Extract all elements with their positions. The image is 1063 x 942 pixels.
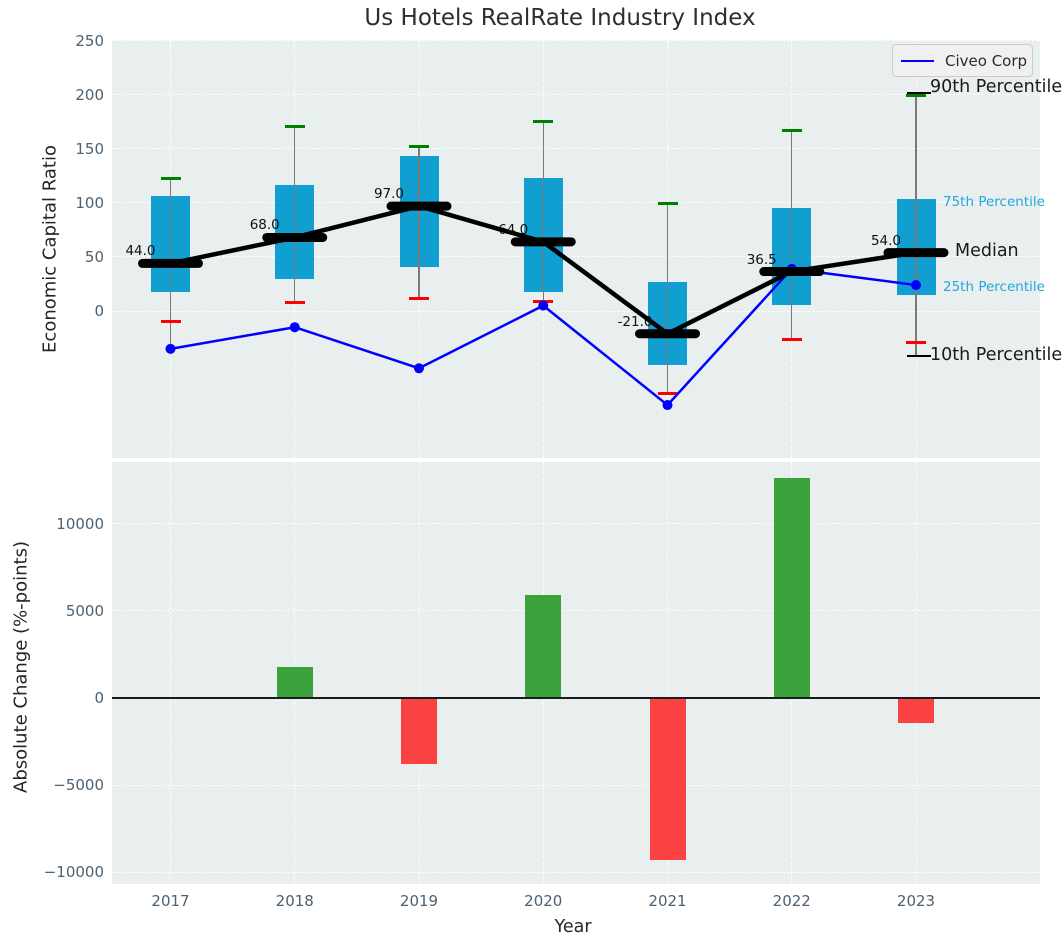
gridline-vertical — [667, 462, 668, 884]
gridline-horizontal — [112, 784, 1040, 786]
annotation-leader-line-10 — [907, 355, 931, 357]
boxplot-whisker — [915, 95, 917, 356]
median-value-label: 36.5 — [746, 251, 777, 268]
boxplot-whisker — [294, 126, 296, 303]
bar-positive — [773, 478, 810, 698]
boxplot-cap-10th — [284, 300, 305, 304]
gridline-horizontal — [112, 610, 1040, 612]
gridline-horizontal — [112, 148, 1040, 150]
boxplot-cap-90th — [906, 94, 926, 98]
annotation-10th-percentile: 10th Percentile — [930, 345, 1063, 365]
annotation-leader-line-90 — [907, 92, 931, 94]
boxplot-cap-90th — [160, 176, 181, 180]
y-axis-label-top: Economic Capital Ratio — [39, 145, 61, 353]
y-tick-label-top: 150 — [75, 139, 104, 158]
x-tick-label-year: 2017 — [151, 892, 190, 910]
median-value-label: 44.0 — [125, 243, 156, 260]
boxplot-cap-90th — [781, 128, 802, 132]
median-value-label: 97.0 — [373, 186, 404, 203]
bar-negative — [401, 698, 437, 765]
gridline-vertical — [915, 462, 917, 884]
boxplot-cap-10th — [160, 320, 181, 324]
boxplot-cap-90th — [533, 120, 554, 124]
x-tick-label-year: 2022 — [772, 892, 811, 910]
y-tick-label-top: 250 — [75, 31, 104, 50]
boxplot-cap-90th — [409, 145, 429, 149]
boxplot-whisker — [791, 130, 793, 340]
legend: Civeo Corp — [892, 44, 1033, 77]
gridline-horizontal — [112, 94, 1040, 96]
bar-negative — [649, 698, 686, 861]
bar-positive — [276, 666, 313, 698]
x-tick-label-year: 2019 — [399, 892, 439, 910]
bar-positive — [525, 595, 562, 698]
y-tick-label-bottom: −10000 — [43, 863, 104, 882]
boxplot-whisker — [418, 146, 420, 299]
boxplot-cap-10th — [657, 391, 678, 395]
gridline-horizontal — [112, 871, 1040, 873]
zero-line — [112, 697, 1040, 699]
y-tick-label-top: 100 — [75, 193, 104, 212]
boxplot-whisker — [542, 121, 544, 302]
median-value-label: 68.0 — [249, 217, 280, 234]
median-value-label: 64.0 — [498, 221, 529, 238]
boxplot-cap-90th — [657, 202, 678, 206]
bottom-axes-background — [112, 462, 1040, 884]
bar-negative — [898, 698, 934, 724]
x-tick-label-year: 2020 — [524, 892, 563, 910]
gridline-vertical — [418, 462, 420, 884]
y-tick-label-bottom: −5000 — [53, 776, 104, 795]
annotation-25th-percentile: 25th Percentile — [943, 279, 1045, 295]
median-value-label: -21.0 — [617, 313, 653, 330]
gridline-horizontal — [112, 523, 1040, 525]
y-axis-label-bottom: Absolute Change (%-points) — [10, 541, 32, 793]
x-tick-label-year: 2023 — [896, 892, 936, 910]
gridline-vertical — [170, 462, 171, 884]
annotation-median: Median — [955, 241, 1019, 261]
boxplot-whisker — [666, 203, 669, 394]
boxplot-cap-10th — [409, 296, 429, 300]
y-tick-label-bottom: 0 — [94, 689, 104, 707]
boxplot-cap-10th — [906, 340, 926, 344]
y-tick-label-top: 200 — [75, 85, 104, 104]
legend-line-icon — [901, 59, 934, 62]
x-tick-label-year: 2018 — [275, 892, 314, 910]
annotation-90th-percentile: 90th Percentile — [930, 77, 1063, 97]
y-tick-label-bottom: 10000 — [56, 514, 104, 533]
y-tick-label-top: 50 — [84, 247, 104, 266]
median-value-label: 54.0 — [870, 232, 901, 249]
boxplot-cap-90th — [284, 124, 305, 128]
chart-title: Us Hotels RealRate Industry Index — [364, 5, 756, 31]
boxplot-cap-10th — [533, 299, 554, 303]
annotation-75th-percentile: 75th Percentile — [943, 194, 1045, 210]
x-tick-label-year: 2021 — [648, 892, 687, 910]
legend-label: Civeo Corp — [945, 51, 1028, 70]
gridline-horizontal — [112, 310, 1040, 312]
y-tick-label-top: 0 — [94, 302, 104, 320]
boxplot-cap-10th — [781, 337, 802, 341]
y-tick-label-bottom: 5000 — [65, 601, 104, 620]
gridline-horizontal — [112, 40, 1040, 42]
gridline-horizontal — [112, 202, 1040, 204]
x-axis-label: Year — [554, 917, 592, 937]
